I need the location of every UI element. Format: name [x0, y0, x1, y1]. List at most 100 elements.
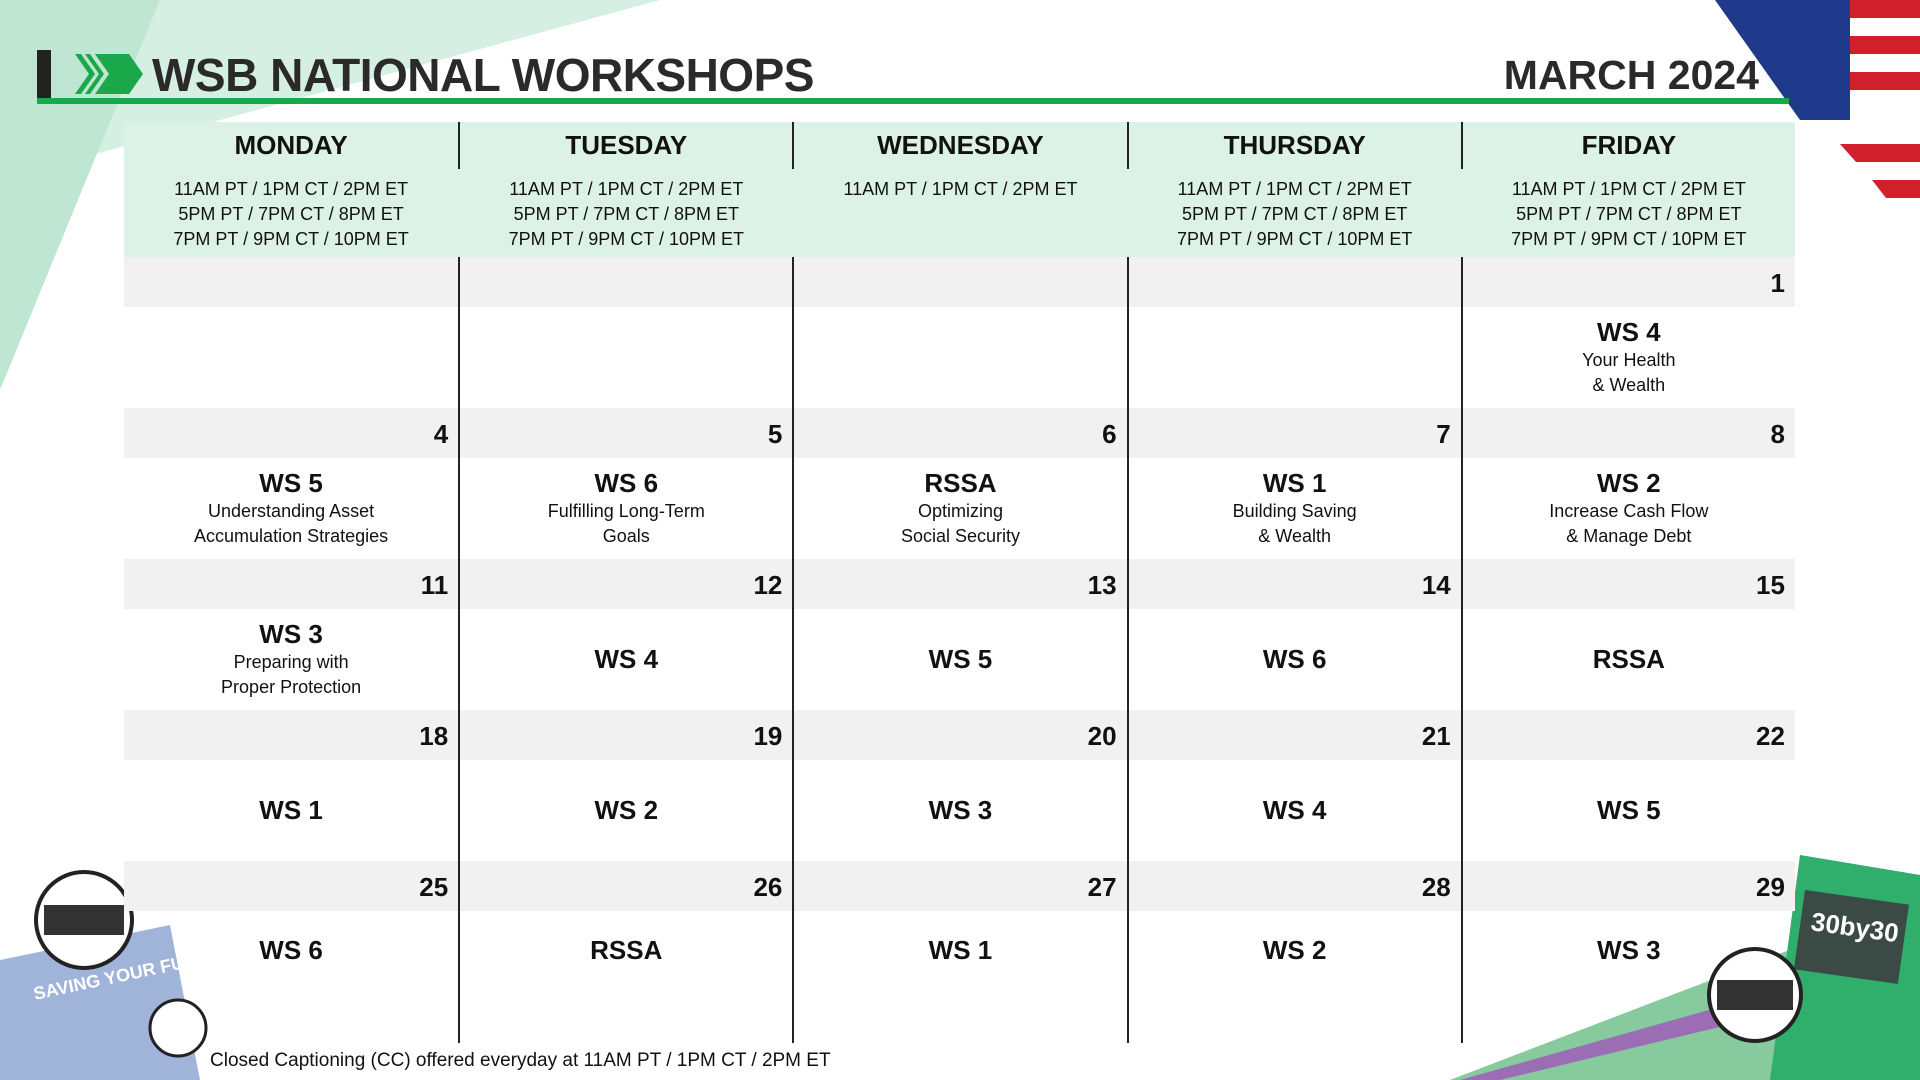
workshop-cell[interactable]: RSSA	[458, 911, 792, 1043]
day-header: TUESDAY	[458, 122, 793, 169]
date-cell: 12	[458, 559, 793, 609]
workshop-cell[interactable]: WS 2	[458, 760, 792, 861]
date-cell: 4	[124, 408, 459, 458]
chevron-arrows-icon	[75, 54, 143, 94]
workshop-cell[interactable]: WS 5 Understanding Asset Accumulation Stra…	[124, 458, 458, 559]
workshop-cell[interactable]: WS 2 Increase Cash Flow & Manage Debt	[1460, 458, 1795, 559]
workshop-code: WS 1	[1262, 468, 1327, 498]
workshop-description: Social Security	[900, 526, 1020, 546]
workshop-cell[interactable]: WS 1 Building Saving & Wealth	[1126, 458, 1461, 559]
date-cell	[1126, 257, 1461, 307]
workshop-cell[interactable]: WS 1	[124, 760, 458, 861]
workshop-code: WS 2	[1597, 468, 1661, 498]
workshop-description: & Wealth	[1258, 526, 1331, 546]
time-slot: 11AM PT / 1PM CT / 2PM ET	[509, 179, 744, 199]
workshop-cell[interactable]: RSSA Optimizing Social Security	[792, 458, 1126, 559]
time-slot: 11AM PT / 1PM CT / 2PM ET	[843, 179, 1078, 199]
time-slot: 7PM PT / 9PM CT / 10PM ET	[1176, 229, 1413, 249]
day-header: MONDAY	[124, 122, 459, 169]
workshop-description: Your Health	[1582, 350, 1676, 370]
workshop-code: WS 1	[259, 795, 323, 825]
workshop-code: WS 4	[1262, 795, 1327, 825]
workshop-cell[interactable]	[1126, 307, 1461, 408]
time-slot: 7PM PT / 9PM CT / 10PM ET	[1511, 229, 1747, 249]
workshop-cell[interactable]: WS 6 Fulfilling Long-Term Goals	[458, 458, 792, 559]
workshop-row: WS 5 Understanding Asset Accumulation Stra…	[124, 458, 1795, 559]
workshop-cell[interactable]: WS 6	[124, 911, 458, 1043]
session-times: 11AM PT / 1PM CT / 2PM ET 5PM PT / 7PM CT…	[1460, 169, 1795, 257]
date-cell: 7	[1126, 408, 1461, 458]
workshop-code: WS 4	[1597, 317, 1661, 347]
workshop-cell[interactable]: WS 2	[1126, 911, 1461, 1043]
date-row: 18 19 20 21 22	[124, 710, 1795, 760]
workshop-description: Preparing with	[233, 652, 349, 672]
day-header: WEDNESDAY	[792, 122, 1127, 169]
workshop-cell[interactable]: WS 4	[458, 609, 792, 710]
date-row: 25 26 27 28 29	[124, 861, 1795, 911]
workshop-code: WS 5	[1597, 795, 1661, 825]
date-cell	[124, 257, 459, 307]
workshop-cell[interactable]: WS 3	[1460, 911, 1795, 1043]
workshop-description: Building Saving	[1232, 501, 1357, 521]
workshop-code: WS 3	[259, 619, 323, 649]
workshop-description: Proper Protection	[221, 677, 362, 697]
workshop-cell[interactable]	[458, 307, 792, 408]
month-label: MARCH 2024	[1503, 52, 1759, 98]
date-row: 1	[124, 257, 1795, 307]
date-cell	[792, 257, 1127, 307]
workshop-description: Optimizing	[917, 501, 1003, 521]
us-flag-icon	[1715, 0, 1920, 230]
workshop-cell[interactable]	[792, 307, 1126, 408]
date-cell: 13	[792, 559, 1127, 609]
workshop-cell[interactable]: WS 4	[1126, 760, 1461, 861]
date-cell: 28	[1126, 861, 1461, 911]
time-slot: 11AM PT / 1PM CT / 2PM ET	[1511, 179, 1746, 199]
workshop-cell[interactable]: WS 5	[792, 609, 1126, 710]
workshop-code: WS 5	[259, 468, 323, 498]
date-cell: 19	[458, 710, 793, 760]
workshop-code: WS 1	[928, 935, 993, 965]
title-underline	[37, 98, 1789, 104]
title-accent-bar	[37, 50, 51, 98]
workshop-cell[interactable]: RSSA	[1460, 609, 1795, 710]
session-times-row: 11AM PT / 1PM CT / 2PM ET 5PM PT / 7PM CT…	[124, 169, 1795, 257]
workshop-cell[interactable]: WS 3	[792, 760, 1126, 861]
workshop-cell[interactable]	[124, 307, 458, 408]
workshop-description: Understanding Asset	[208, 501, 375, 521]
workshop-description: Accumulation Strategies	[194, 526, 389, 546]
workshop-code: WS 6	[594, 468, 659, 498]
footer-note: Closed Captioning (CC) offered everyday …	[210, 1050, 831, 1071]
time-slot: 11AM PT / 1PM CT / 2PM ET	[1177, 179, 1412, 199]
workshop-code: WS 5	[928, 644, 993, 674]
day-header: THURSDAY	[1126, 122, 1461, 169]
time-slot: 5PM PT / 7PM CT / 8PM ET	[513, 204, 739, 224]
date-cell: 1	[1460, 257, 1795, 307]
date-cell: 5	[458, 408, 793, 458]
workshop-cell[interactable]: WS 4 Your Health & Wealth	[1460, 307, 1795, 408]
workshop-code: WS 6	[259, 935, 323, 965]
workshop-description: & Wealth	[1592, 375, 1666, 395]
workshop-row: WS 6 RSSA WS 1 WS 2 WS 3	[124, 911, 1795, 1043]
workshop-code: WS 6	[1262, 644, 1327, 674]
date-cell: 21	[1126, 710, 1461, 760]
workshop-row: WS 4 Your Health & Wealth	[124, 307, 1795, 408]
date-cell: 14	[1126, 559, 1461, 609]
financial-literacy-badge-logo	[34, 870, 1803, 1058]
date-cell: 18	[124, 710, 459, 760]
time-slot: 11AM PT / 1PM CT / 2PM ET	[174, 179, 409, 199]
date-cell: 22	[1460, 710, 1795, 760]
date-cell: 11	[124, 559, 459, 609]
session-times: 11AM PT / 1PM CT / 2PM ET 5PM PT / 7PM CT…	[124, 169, 459, 257]
workshop-cell[interactable]: WS 5	[1460, 760, 1795, 861]
session-times: 11AM PT / 1PM CT / 2PM ET 5PM PT / 7PM CT…	[1126, 169, 1461, 257]
workshop-code: WS 3	[928, 795, 993, 825]
workshop-code: RSSA	[590, 935, 663, 965]
workshop-cell[interactable]: WS 3 Preparing with Proper Protection	[124, 609, 458, 710]
workshop-code: RSSA	[1592, 644, 1665, 674]
workshop-cell[interactable]: WS 6	[1126, 609, 1461, 710]
date-cell: 20	[792, 710, 1127, 760]
time-slot: 7PM PT / 9PM CT / 10PM ET	[173, 229, 409, 249]
time-slot: 5PM PT / 7PM CT / 8PM ET	[178, 204, 404, 224]
workshop-cell[interactable]: WS 1	[792, 911, 1126, 1043]
workshop-description: Fulfilling Long-Term	[547, 501, 705, 521]
